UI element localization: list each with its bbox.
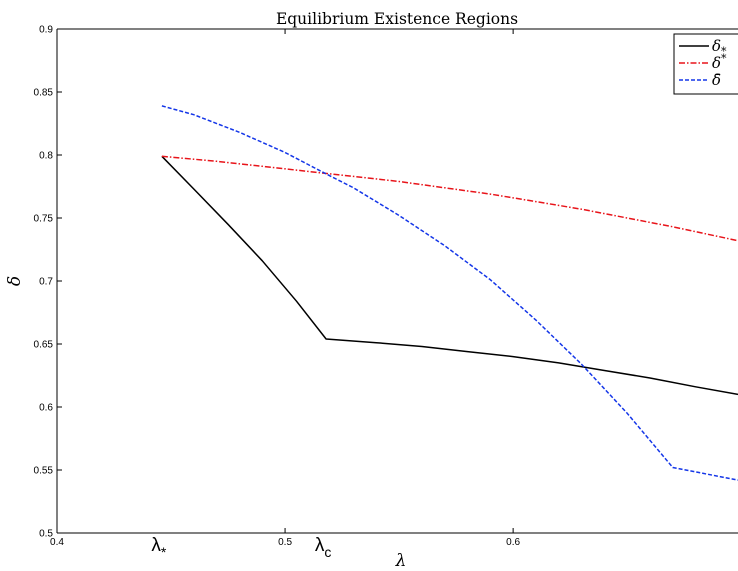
legend-box (673, 33, 738, 95)
chart-title: Equilibrium Existence Regions (276, 10, 518, 28)
annotation-lambda-star: λ* (151, 535, 167, 560)
annotation-layer: λ* λc (151, 535, 331, 560)
series-layer (161, 105, 738, 481)
x-axis-label: λ (395, 551, 407, 571)
y-tick-label: 0.8 (39, 151, 53, 162)
legend-label-3: δ̄ (712, 71, 721, 89)
y-tick-label: 0.85 (34, 88, 54, 99)
y-tick-label: 0.9 (39, 25, 53, 36)
y-tick-label: 0.5 (39, 529, 53, 540)
y-tick-label: 0.6 (39, 403, 53, 414)
y-tick-label: 0.7 (39, 277, 53, 288)
y-axis-label: δ (5, 276, 25, 286)
x-tick-label: 0.4 (50, 537, 64, 548)
series-line-2 (161, 155, 738, 242)
x-ticks: 0.4 0.5 0.6 (50, 29, 521, 548)
series-line-1 (161, 155, 738, 396)
x-tick-label: 0.5 (278, 537, 292, 548)
x-tick-label: 0.6 (506, 537, 520, 548)
series-line-3 (161, 105, 738, 481)
y-tick-label: 0.55 (34, 466, 54, 477)
y-tick-label: 0.75 (34, 214, 54, 225)
legend: δ*δ*δ̄ (673, 33, 738, 95)
annotation-lambda-c: λc (315, 535, 332, 560)
y-ticks: 0.5 0.55 0.6 0.65 0.7 0.75 0.8 0.85 0.9 (34, 25, 62, 540)
y-tick-label: 0.65 (34, 340, 54, 351)
